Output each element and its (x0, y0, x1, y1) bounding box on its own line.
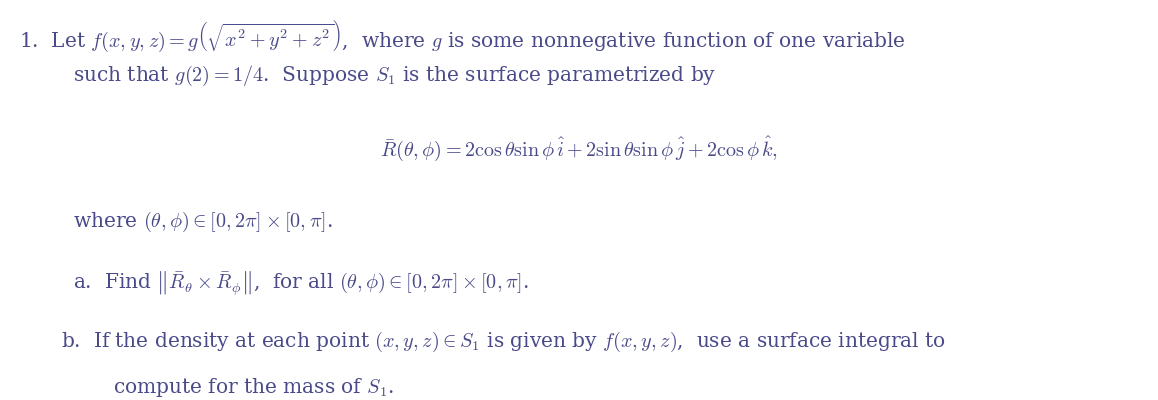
Text: compute for the mass of $S_1$.: compute for the mass of $S_1$. (113, 376, 395, 399)
Text: a.  Find $\left\|\bar{R}_\theta \times \bar{R}_\phi\right\|$,  for all $(\theta,: a. Find $\left\|\bar{R}_\theta \times \b… (73, 270, 529, 298)
Text: b.  If the density at each point $(x, y, z) \in S_1$ is given by $f(x, y, z)$,  : b. If the density at each point $(x, y, … (61, 330, 946, 354)
Text: such that $g(2) = 1/4$.  Suppose $S_1$ is the surface parametrized by: such that $g(2) = 1/4$. Suppose $S_1$ is… (73, 64, 717, 88)
Text: 1.  Let $f(x, y, z) = g\left(\sqrt{x^2 + y^2 + z^2}\right)$,  where $g$ is some : 1. Let $f(x, y, z) = g\left(\sqrt{x^2 + … (19, 18, 906, 54)
Text: where $(\theta, \phi) \in [0, 2\pi] \times [0, \pi]$.: where $(\theta, \phi) \in [0, 2\pi] \tim… (73, 210, 332, 234)
Text: $\bar{R}(\theta, \phi) = 2\cos\theta\sin\phi\,\hat{i} + 2\sin\theta\sin\phi\,\ha: $\bar{R}(\theta, \phi) = 2\cos\theta\sin… (380, 134, 778, 163)
